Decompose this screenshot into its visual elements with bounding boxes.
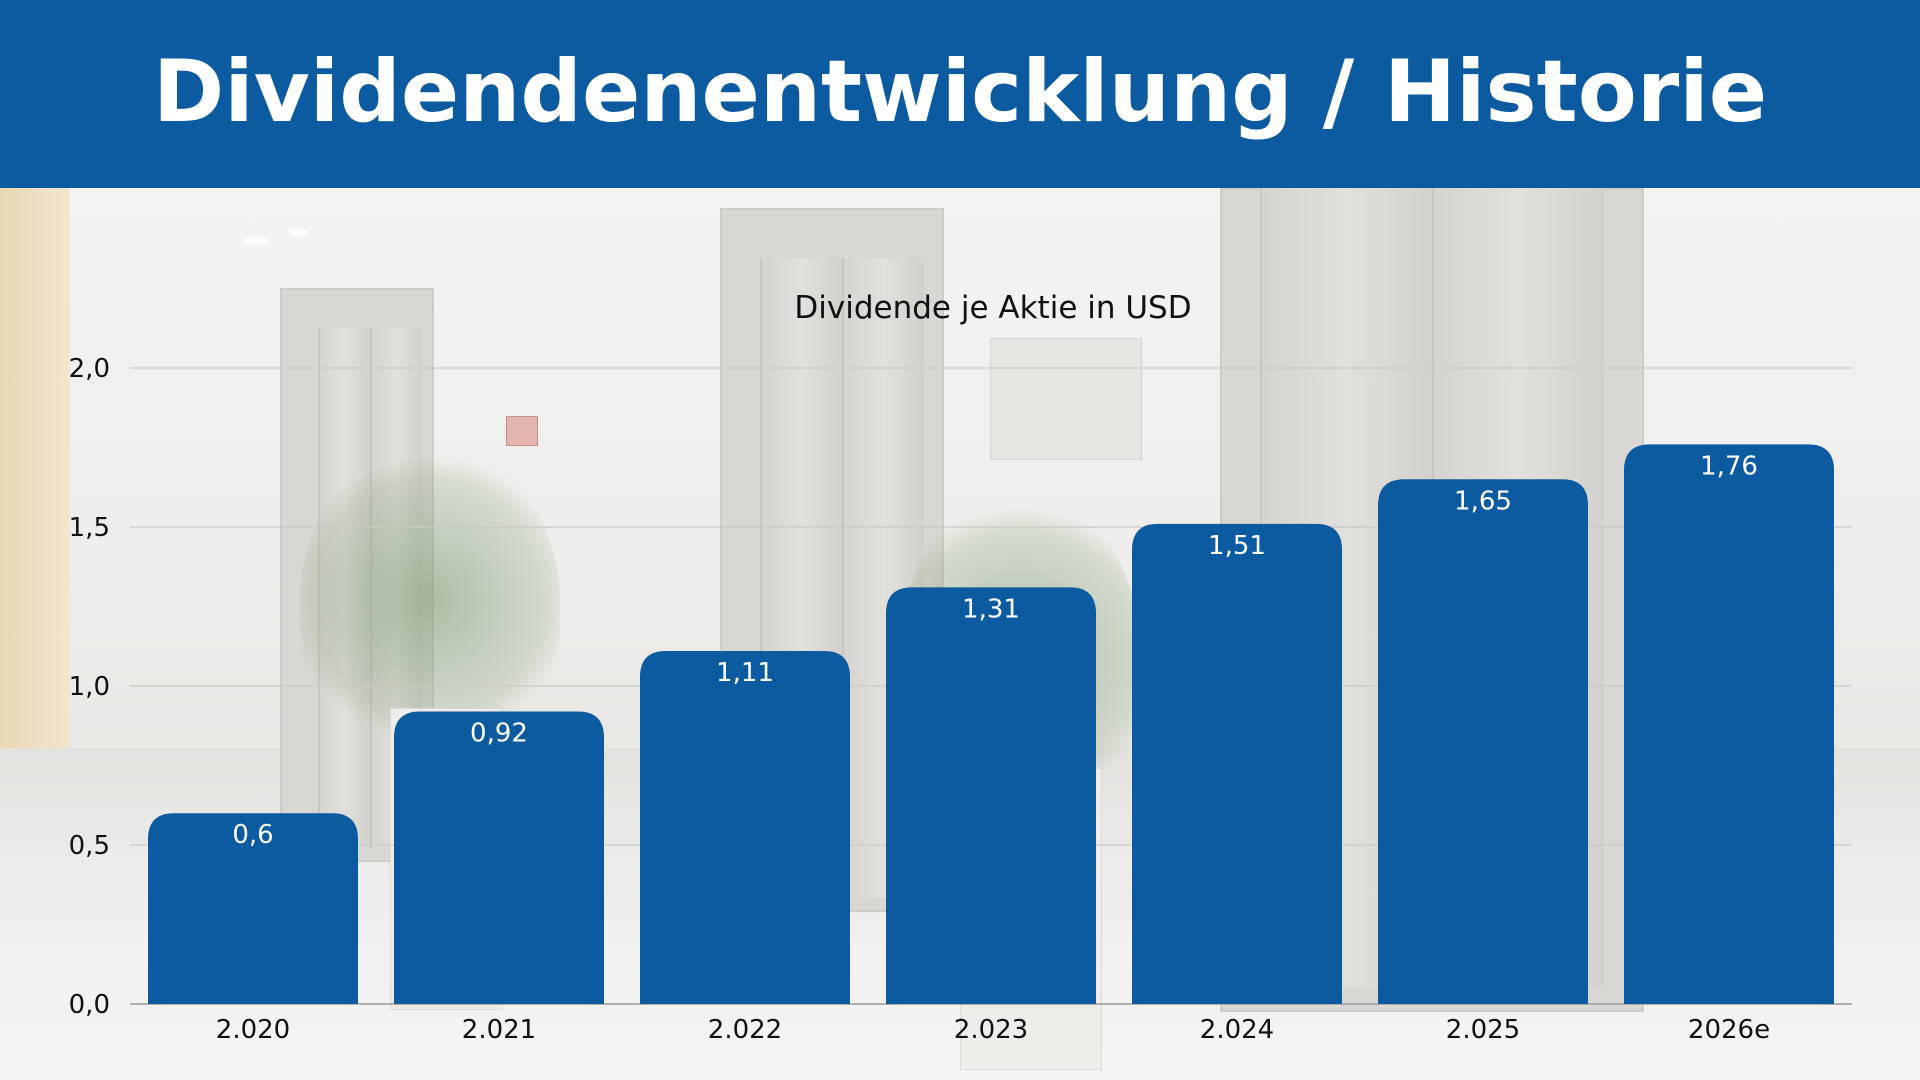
data-label: 1,31 xyxy=(962,594,1020,624)
data-label: 1,11 xyxy=(716,658,774,688)
x-axis: 2.020 2.021 2.022 2.023 2.024 2.025 2026e xyxy=(216,1015,1770,1045)
ceiling-light xyxy=(290,230,308,235)
bar-2.020 xyxy=(148,813,358,1004)
x-tick-label: 2.020 xyxy=(216,1015,290,1045)
data-label: 1,51 xyxy=(1208,531,1266,561)
plant xyxy=(300,448,560,748)
bar-2.025 xyxy=(1378,479,1588,1004)
y-tick-label: 0,5 xyxy=(69,831,110,861)
background-left-wall xyxy=(0,188,70,788)
x-tick-label: 2026e xyxy=(1688,1015,1770,1045)
data-label: 0,92 xyxy=(470,718,528,748)
bar-2.022 xyxy=(640,651,850,1004)
bar-2026e xyxy=(1624,444,1834,1004)
wall-sign xyxy=(990,338,1142,460)
y-axis: 0,0 0,5 1,0 1,5 2,0 xyxy=(69,354,110,1020)
x-tick-label: 2.025 xyxy=(1446,1015,1520,1045)
bar-2.024 xyxy=(1132,523,1342,1004)
chart-title: Dividende je Aktie in USD xyxy=(794,290,1191,326)
data-label: 0,6 xyxy=(232,820,273,850)
bar-2.023 xyxy=(886,587,1096,1004)
data-label: 1,76 xyxy=(1700,451,1758,481)
ceiling-light xyxy=(245,238,267,244)
bar-2.021 xyxy=(394,711,604,1004)
y-tick-label: 1,0 xyxy=(69,672,110,702)
y-tick-label: 0,0 xyxy=(69,990,110,1020)
x-tick-label: 2.024 xyxy=(1200,1015,1274,1045)
y-tick-label: 2,0 xyxy=(69,354,110,384)
bars: 0,6 0,92 1,11 1,31 1,51 1,65 1,76 xyxy=(148,444,1834,1004)
x-tick-label: 2.023 xyxy=(954,1015,1028,1045)
x-tick-label: 2.022 xyxy=(708,1015,782,1045)
header-bar: Dividendenentwicklung / Historie xyxy=(0,0,1920,188)
x-tick-label: 2.021 xyxy=(462,1015,536,1045)
data-label: 1,65 xyxy=(1454,486,1512,516)
fire-alarm-box xyxy=(506,416,538,446)
y-tick-label: 1,5 xyxy=(69,513,110,543)
page-title: Dividendenentwicklung / Historie xyxy=(152,42,1768,142)
